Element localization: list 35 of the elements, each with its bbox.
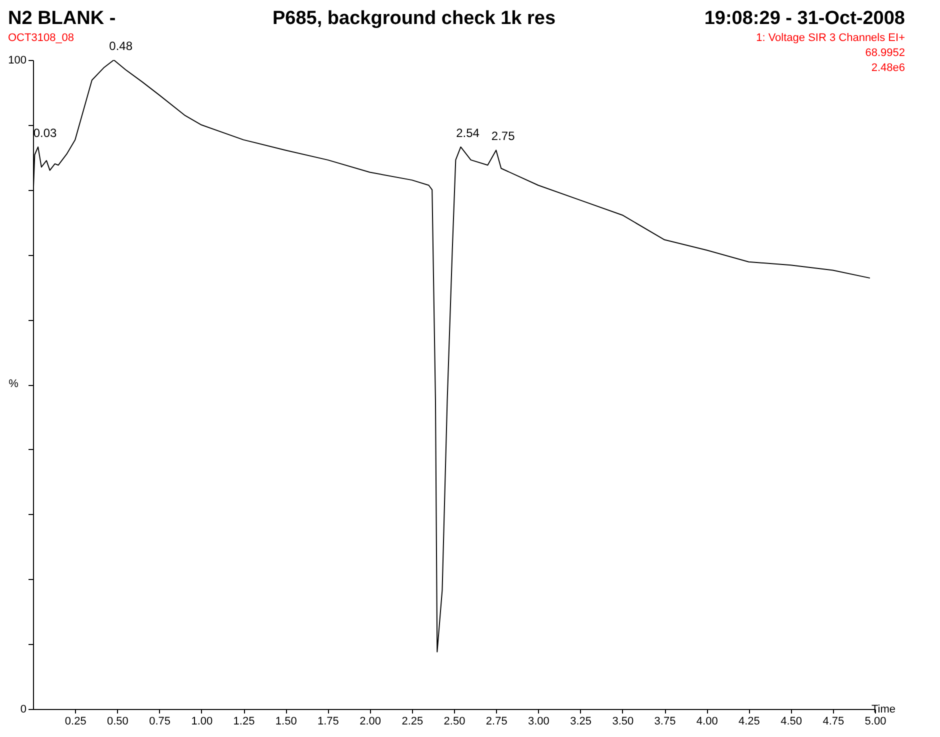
- x-tick-label: 2.00: [360, 716, 382, 728]
- x-tick-label: 0.75: [149, 716, 171, 728]
- x-tick-label: 3.25: [570, 716, 592, 728]
- x-tick-label: 4.00: [696, 716, 718, 728]
- x-tick-label: 1.25: [233, 716, 255, 728]
- text: OCT3108_08: [8, 32, 74, 44]
- x-tick-label: 1.50: [275, 716, 297, 728]
- x-tick-label: 2.25: [402, 716, 424, 728]
- x-tick-label: 4.25: [738, 716, 760, 728]
- y-axis-title: %: [8, 378, 19, 390]
- x-tick-label: 2.75: [486, 716, 508, 728]
- x-tick-label: 4.75: [822, 716, 844, 728]
- annotation: 0.48: [109, 39, 133, 53]
- x-tick-label: 5.00: [864, 716, 886, 728]
- text: 1: Voltage SIR 3 Channels EI+: [756, 32, 905, 44]
- annotation: 2.54: [456, 126, 480, 140]
- text: 19:08:29 - 31-Oct-2008: [704, 8, 905, 29]
- x-tick-label: 3.50: [612, 716, 634, 728]
- y-tick-label: 0: [20, 704, 26, 716]
- chart-title: P685, background check 1k res: [272, 8, 556, 29]
- text: N2 BLANK -: [8, 8, 116, 29]
- y-tick-label: 100: [8, 54, 26, 66]
- x-tick-label: 4.50: [780, 716, 802, 728]
- x-tick-label: 3.00: [528, 716, 550, 728]
- x-axis-title: Time: [871, 704, 896, 716]
- text: 68.9952: [865, 47, 905, 59]
- annotation: 2.75: [491, 129, 516, 144]
- x-tick-label: 0.50: [106, 716, 128, 728]
- x-tick-label: 0.25: [64, 716, 86, 728]
- x-tick-label: 1.75: [317, 716, 339, 728]
- x-tick-label: 2.50: [444, 716, 466, 728]
- x-tick-label: 3.75: [654, 716, 676, 728]
- annotation: 0.03: [33, 126, 58, 140]
- x-tick-label: 1.00: [191, 716, 213, 728]
- annotation: 2.48e6: [871, 62, 905, 74]
